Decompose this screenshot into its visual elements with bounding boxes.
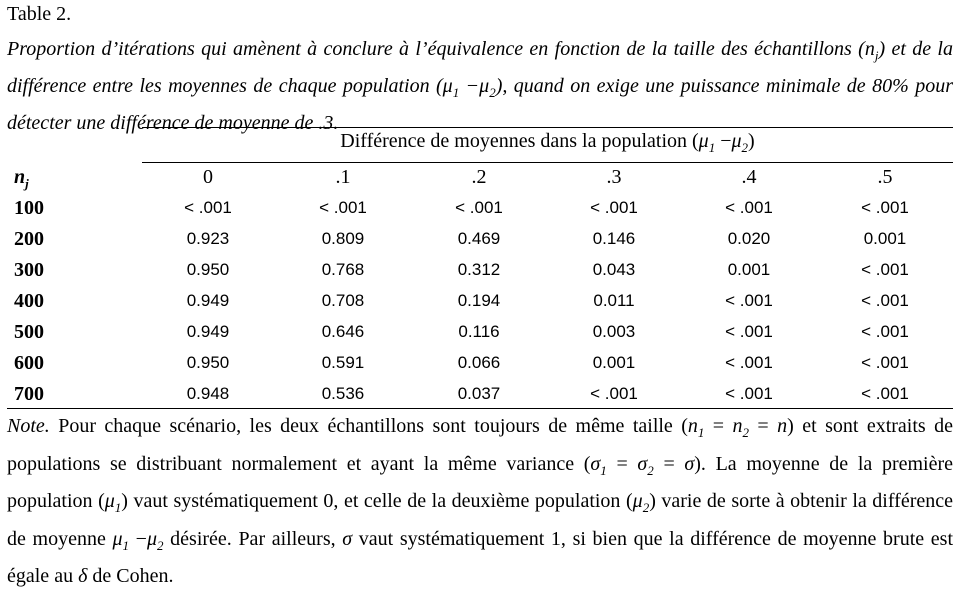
column-header: .3 (606, 166, 622, 188)
table-cell: < .001 (861, 260, 909, 279)
table-cell: < .001 (319, 198, 367, 217)
table-cell: 0.194 (457, 291, 501, 310)
column-header: .5 (877, 166, 893, 188)
table-cell: < .001 (725, 353, 773, 372)
row-label: 500 (14, 321, 44, 343)
table-cell: 0.949 (186, 291, 230, 310)
table-cell: < .001 (725, 291, 773, 310)
table-cell: 0.146 (592, 229, 636, 248)
table-cell: 0.646 (321, 322, 365, 341)
table-cell: < .001 (590, 384, 638, 403)
table-cell: 0.949 (186, 322, 230, 341)
table-cell: 0.950 (186, 260, 230, 279)
table-cell: 0.001 (727, 260, 771, 279)
table-cell: < .001 (725, 198, 773, 217)
table-cell: 0.003 (592, 322, 636, 341)
table-cell: < .001 (861, 198, 909, 217)
column-spanner-header: Différence de moyennes dans la populatio… (340, 130, 755, 155)
table-cell: < .001 (184, 198, 232, 217)
table-cell: < .001 (725, 384, 773, 403)
top-rule (142, 127, 953, 128)
table-cell: 0.948 (186, 384, 230, 403)
table-cell: 0.809 (321, 229, 365, 248)
table-cell: 0.116 (458, 322, 500, 341)
table-caption: Proportion d’itérations qui amènent à co… (7, 38, 953, 134)
row-label: 100 (14, 197, 44, 219)
row-label: 300 (14, 259, 44, 281)
column-header: .1 (335, 166, 351, 188)
column-header: 0 (203, 166, 213, 188)
table-cell: 0.312 (457, 260, 501, 279)
table-cell: 0.768 (321, 260, 365, 279)
table-cell: < .001 (861, 322, 909, 341)
row-label: 400 (14, 290, 44, 312)
table-cell: 0.043 (592, 260, 636, 279)
table-cell: < .001 (455, 198, 503, 217)
row-label: 700 (14, 383, 44, 405)
table-cell: 0.001 (592, 353, 636, 372)
table-cell: < .001 (725, 322, 773, 341)
table-cell: < .001 (861, 384, 909, 403)
table-cell: < .001 (861, 353, 909, 372)
table-cell: 0.923 (186, 229, 230, 248)
row-label: 600 (14, 352, 44, 374)
table-cell: < .001 (590, 198, 638, 217)
spanner-rule (142, 162, 953, 163)
table-note: Note. Pour chaque scénario, les deux éch… (7, 415, 954, 587)
row-label: 200 (14, 228, 44, 250)
table-cell: < .001 (861, 291, 909, 310)
table-cell: 0.708 (321, 291, 365, 310)
table-cell: 0.001 (863, 229, 907, 248)
row-header-nj: nj (14, 166, 29, 191)
table-cell: 0.469 (457, 229, 501, 248)
column-header: .4 (741, 166, 757, 188)
table-cell: 0.037 (457, 384, 501, 403)
table-label: Table 2. (7, 3, 72, 25)
table-cell: 0.066 (457, 353, 501, 372)
table-cell: 0.020 (727, 229, 771, 248)
table-cell: 0.950 (186, 353, 230, 372)
table-cell: 0.536 (321, 384, 365, 403)
table-cell: 0.011 (593, 291, 635, 310)
column-header: .2 (471, 166, 487, 188)
table-cell: 0.591 (321, 353, 365, 372)
bottom-rule (7, 408, 953, 409)
